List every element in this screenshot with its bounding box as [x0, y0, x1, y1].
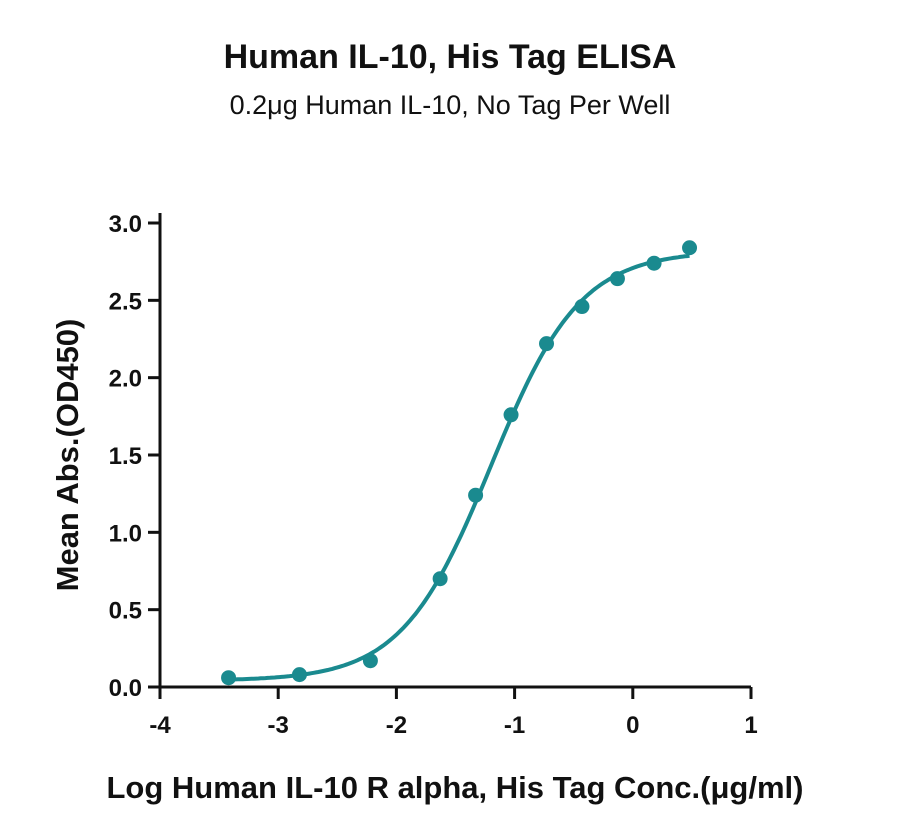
- chart-subtitle: 0.2μg Human IL-10, No Tag Per Well: [229, 90, 671, 120]
- x-tick-label: -3: [268, 712, 289, 739]
- y-tick-label: 0.0: [109, 675, 142, 702]
- data-point: [646, 255, 662, 271]
- y-axis-title: Mean Abs.(OD450): [50, 319, 85, 592]
- y-tick-label: 2.5: [109, 288, 142, 315]
- data-point: [503, 407, 519, 423]
- y-tick-label: 0.5: [109, 598, 142, 625]
- x-axis-title: Log Human IL-10 R alpha, His Tag Conc.(μ…: [107, 770, 804, 805]
- y-tick-label: 1.5: [109, 443, 142, 470]
- data-point: [539, 336, 555, 352]
- ticks: 0.0 0.5 1.0 1.5 2.0 2.5 3.0 -4 -3 -2 -1 0 1: [109, 211, 758, 739]
- fit-curve: [228, 253, 690, 682]
- axes: [158, 213, 751, 689]
- data-point: [609, 271, 625, 287]
- x-tick-label: -2: [386, 712, 407, 739]
- y-tick-label: 3.0: [109, 211, 142, 238]
- x-tick-label: 0: [626, 712, 639, 739]
- x-tick-label: 1: [744, 712, 757, 739]
- data-point: [468, 487, 484, 503]
- y-tick-label: 2.0: [109, 366, 142, 393]
- data-point: [682, 240, 698, 256]
- data-point: [362, 653, 378, 669]
- data-point: [221, 670, 237, 686]
- x-tick-label: -1: [504, 712, 525, 739]
- data-point: [574, 299, 590, 315]
- y-tick-label: 1.0: [109, 520, 142, 547]
- chart-title: Human IL-10, His Tag ELISA: [223, 38, 677, 76]
- x-tick-label: -4: [149, 712, 171, 739]
- data-points: [221, 240, 698, 686]
- data-point: [291, 667, 307, 683]
- data-point: [432, 571, 448, 587]
